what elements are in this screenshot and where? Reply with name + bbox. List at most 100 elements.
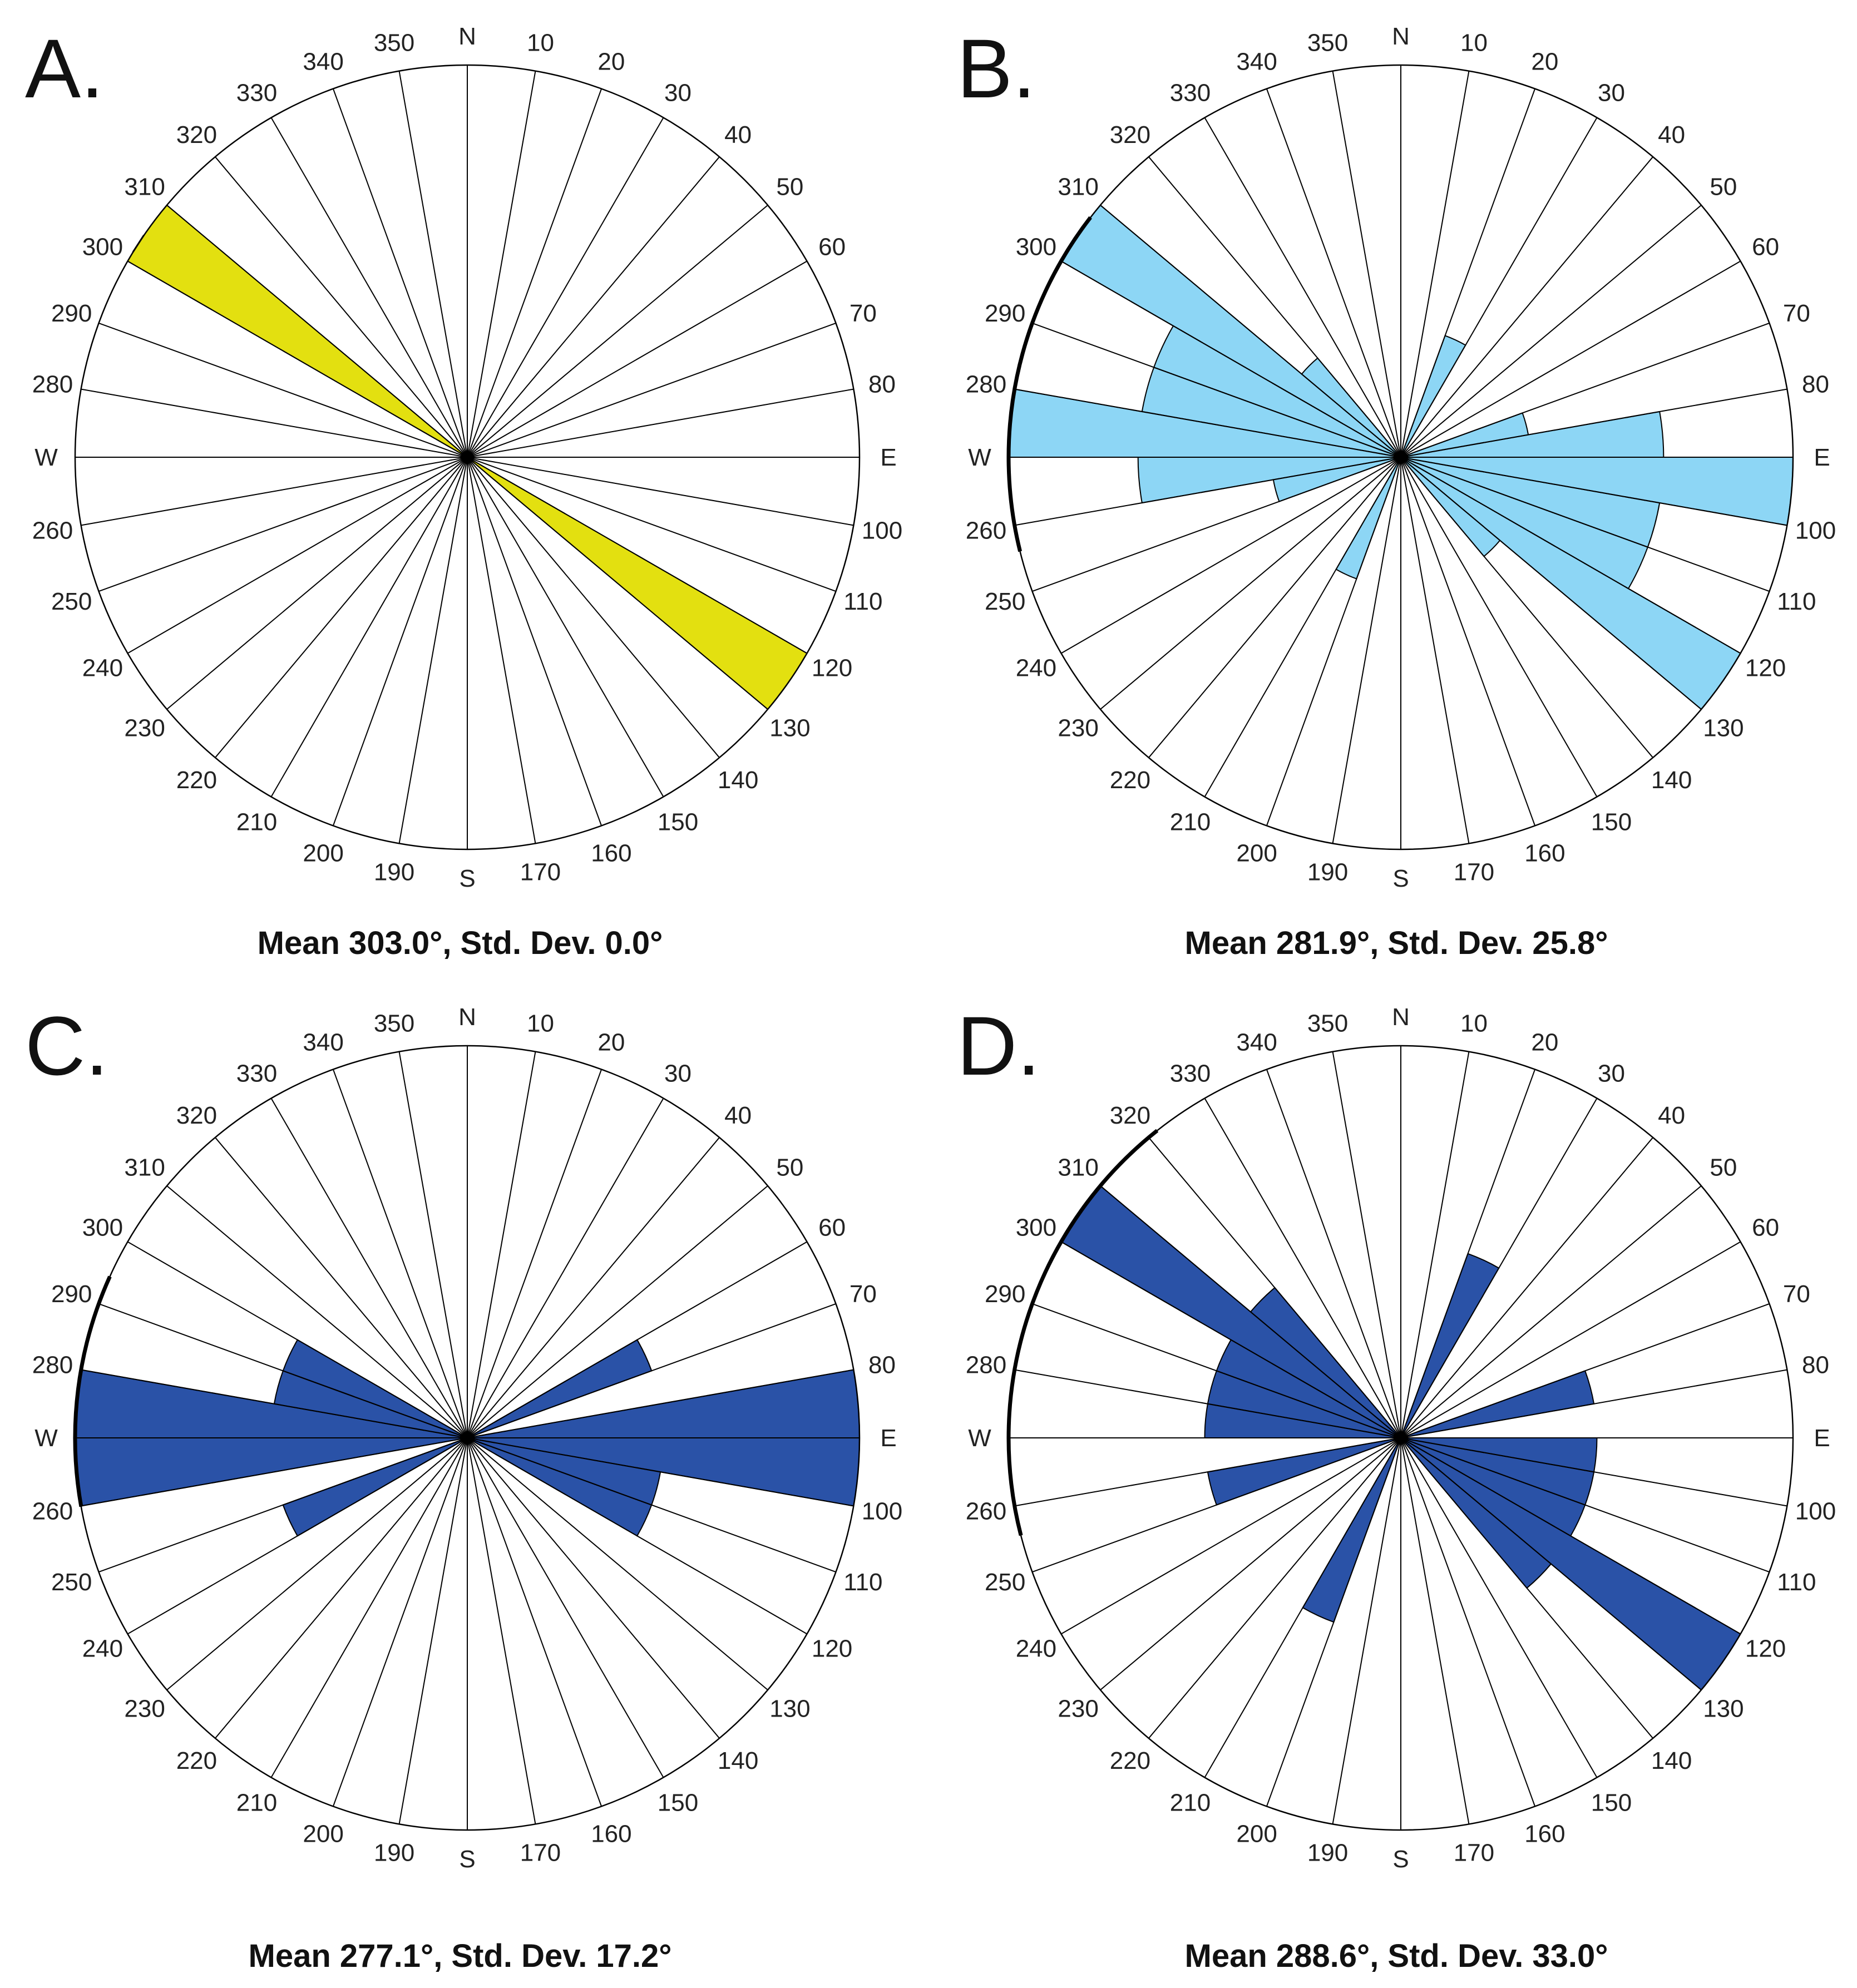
tick-label-b-30: 30: [1598, 79, 1625, 106]
tick-label-c-350: 350: [374, 1010, 414, 1037]
tick-label-b-80: 80: [1802, 371, 1829, 398]
rose-panel-c: N 10 20 30 40 50 60 70 80 E 100 110 120 130 140 150 160 1…: [25, 999, 902, 1974]
tick-label-c-80: 80: [868, 1352, 896, 1379]
tick-label-a-0: N: [458, 23, 476, 50]
tick-label-b-280: 280: [966, 371, 1006, 398]
tick-label-c-170: 170: [520, 1839, 561, 1867]
outer-ring-a: [74, 64, 861, 850]
rose-panel-b: N 10 20 30 40 50 60 70 80 E 100 110 120 130 140 150 160 1…: [957, 22, 1836, 961]
tick-label-d-290: 290: [985, 1280, 1025, 1308]
rose-panel-a: N 10 20 30 40 50 60 70 80 E 100 110 120 130 140 150 160 1…: [25, 22, 902, 961]
mean-tick-c: [76, 1379, 81, 1399]
tick-label-c-240: 240: [82, 1635, 123, 1663]
tick-label-b-300: 300: [1016, 234, 1056, 261]
tick-label-d-200: 200: [1236, 1820, 1277, 1847]
tick-label-d-90: E: [1814, 1425, 1830, 1452]
tick-label-a-10: 10: [527, 29, 554, 57]
tick-label-b-170: 170: [1454, 859, 1494, 886]
tick-label-c-320: 320: [176, 1102, 217, 1129]
tick-label-c-310: 310: [124, 1154, 165, 1181]
tick-label-a-310: 310: [124, 173, 165, 200]
tick-label-a-280: 280: [32, 371, 73, 398]
caption-d: Mean 288.6°, Std. Dev. 33.0°: [1185, 1938, 1608, 1974]
tick-label-d-300: 300: [1016, 1214, 1056, 1242]
panel-letter-b: B.: [957, 22, 1036, 115]
tick-label-b-240: 240: [1016, 655, 1056, 682]
tick-label-b-250: 250: [985, 588, 1025, 615]
tick-label-d-350: 350: [1307, 1010, 1348, 1037]
tick-label-a-230: 230: [124, 715, 165, 742]
tick-label-b-130: 130: [1703, 715, 1744, 742]
tick-label-d-0: N: [1392, 1003, 1410, 1031]
tick-label-c-300: 300: [82, 1214, 123, 1242]
tick-label-d-50: 50: [1710, 1154, 1737, 1181]
tick-label-a-340: 340: [303, 48, 343, 76]
tick-label-b-310: 310: [1058, 173, 1098, 200]
tick-label-b-290: 290: [985, 300, 1025, 327]
tick-label-d-310: 310: [1058, 1154, 1098, 1181]
tick-label-c-10: 10: [527, 1010, 554, 1037]
tick-label-a-330: 330: [236, 79, 277, 106]
tick-label-c-70: 70: [850, 1280, 877, 1308]
tick-label-b-210: 210: [1170, 809, 1211, 836]
tick-label-d-30: 30: [1598, 1060, 1625, 1087]
tick-label-d-220: 220: [1110, 1747, 1150, 1774]
tick-label-d-190: 190: [1307, 1839, 1348, 1867]
tick-label-d-160: 160: [1524, 1820, 1565, 1847]
panel-letter-c: C.: [25, 999, 108, 1092]
tick-label-b-320: 320: [1110, 121, 1150, 149]
caption-b: Mean 281.9°, Std. Dev. 25.8°: [1185, 925, 1608, 961]
tick-label-b-330: 330: [1170, 79, 1211, 106]
tick-label-c-140: 140: [718, 1747, 758, 1774]
tick-label-a-300: 300: [82, 234, 123, 261]
center-dot-c: [461, 1432, 473, 1444]
tick-label-d-40: 40: [1658, 1102, 1685, 1129]
tick-label-a-130: 130: [769, 715, 810, 742]
tick-label-c-290: 290: [51, 1280, 92, 1308]
tick-label-c-160: 160: [591, 1820, 631, 1847]
tick-label-d-250: 250: [985, 1569, 1025, 1596]
tick-label-b-70: 70: [1783, 300, 1810, 327]
tick-label-b-340: 340: [1236, 48, 1277, 76]
mean-tick-b: [1014, 366, 1020, 387]
tick-label-b-100: 100: [1795, 517, 1836, 544]
tick-label-c-90: E: [880, 1425, 896, 1452]
tick-label-c-120: 120: [812, 1635, 852, 1663]
tick-label-b-160: 160: [1524, 839, 1565, 867]
tick-label-b-90: E: [1814, 444, 1830, 471]
tick-label-d-100: 100: [1795, 1497, 1836, 1525]
mean-tick-d: [1025, 1303, 1033, 1323]
tick-label-c-250: 250: [51, 1569, 92, 1596]
panel-letter-d: D.: [957, 999, 1040, 1092]
tick-label-d-320: 320: [1110, 1102, 1150, 1129]
caption-a: Mean 303.0°, Std. Dev. 0.0°: [258, 925, 663, 961]
tick-label-d-280: 280: [966, 1352, 1006, 1379]
tick-label-d-140: 140: [1651, 1747, 1692, 1774]
tick-label-b-220: 220: [1110, 766, 1150, 794]
tick-label-b-190: 190: [1307, 859, 1348, 886]
tick-label-a-170: 170: [520, 859, 561, 886]
tick-label-c-280: 280: [32, 1352, 73, 1379]
tick-label-d-130: 130: [1703, 1695, 1744, 1723]
tick-label-c-330: 330: [236, 1060, 277, 1087]
tick-label-d-60: 60: [1752, 1214, 1779, 1242]
tick-label-d-230: 230: [1058, 1695, 1098, 1723]
caption-c: Mean 277.1°, Std. Dev. 17.2°: [249, 1938, 672, 1974]
tick-label-b-20: 20: [1531, 48, 1558, 76]
center-dot-a: [461, 451, 473, 463]
tick-label-a-160: 160: [591, 839, 631, 867]
tick-label-a-60: 60: [818, 234, 846, 261]
tick-label-a-270: W: [34, 444, 58, 471]
tick-label-d-210: 210: [1170, 1789, 1211, 1817]
tick-label-a-40: 40: [724, 121, 752, 149]
tick-label-d-20: 20: [1531, 1029, 1558, 1056]
tick-label-a-140: 140: [718, 766, 758, 794]
tick-label-b-140: 140: [1651, 766, 1692, 794]
tick-label-b-60: 60: [1752, 234, 1779, 261]
tick-label-a-180: S: [459, 865, 475, 892]
tick-label-d-340: 340: [1236, 1029, 1277, 1056]
tick-label-a-150: 150: [658, 809, 698, 836]
tick-label-a-320: 320: [176, 121, 217, 149]
tick-label-b-180: S: [1392, 865, 1409, 892]
